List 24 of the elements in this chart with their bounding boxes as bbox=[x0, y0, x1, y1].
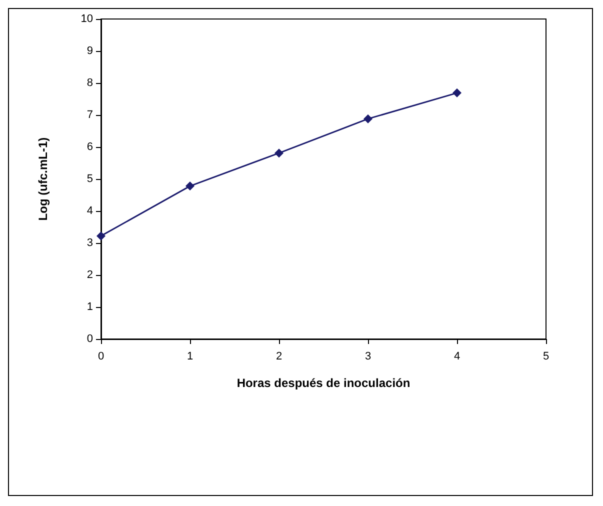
point bbox=[186, 182, 194, 191]
y-tick-label: 6 bbox=[86, 141, 93, 153]
y-tick-label: 1 bbox=[86, 301, 93, 313]
point bbox=[452, 88, 462, 98]
x-tick-label: 2 bbox=[276, 350, 282, 362]
y-tick-label: 10 bbox=[80, 13, 93, 25]
x-tick-label: 5 bbox=[542, 350, 550, 362]
y-tick-label: 4 bbox=[86, 205, 93, 217]
y-tick-label: 7 bbox=[86, 109, 93, 121]
x-axis-title: Horas después de inoculación bbox=[236, 376, 410, 390]
y-tick-label: 2 bbox=[86, 269, 93, 281]
y-axis-title: Log (ufc.mL-1) bbox=[36, 137, 50, 221]
y-tick-label: 9 bbox=[86, 45, 93, 57]
point bbox=[364, 114, 372, 124]
x-tick-label: 4 bbox=[454, 350, 460, 362]
x-tick-label: 1 bbox=[186, 350, 194, 362]
y-tick-label: 5 bbox=[86, 173, 93, 185]
x-tick-label: 3 bbox=[364, 350, 372, 362]
y-tick-label: 3 bbox=[86, 237, 93, 249]
point bbox=[274, 148, 284, 158]
y-tick-label: 8 bbox=[86, 77, 93, 89]
x-tick-label: 0 bbox=[98, 350, 104, 362]
point bbox=[96, 231, 106, 240]
y-tick-label: 0 bbox=[86, 333, 93, 345]
